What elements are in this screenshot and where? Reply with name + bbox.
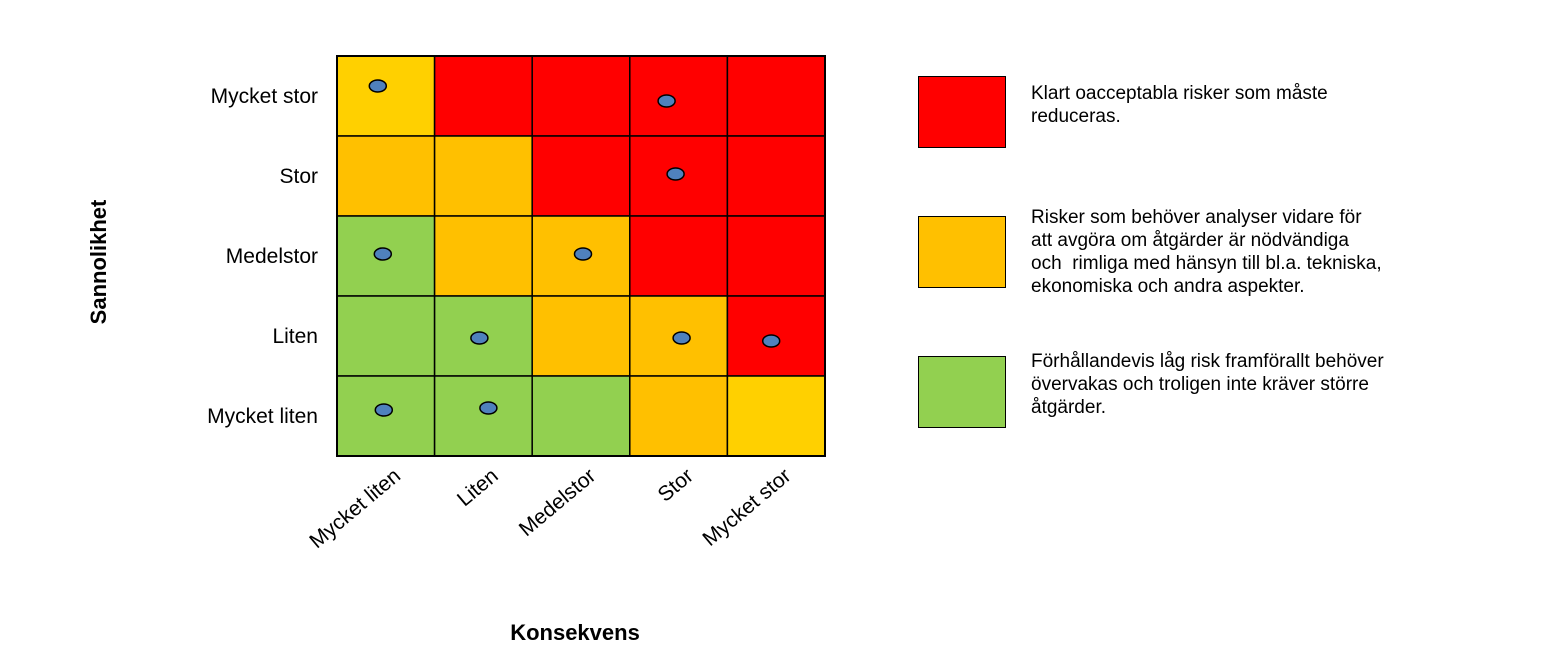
y-tick-label-liten: Liten	[272, 325, 318, 348]
y-axis-title: Sannolikhet	[86, 199, 111, 324]
matrix-cell-r4-c4	[726, 375, 826, 457]
matrix-cell-r1-c1	[433, 135, 533, 217]
legend-text-analyse: Risker som behöver analyser vidare för a…	[1031, 207, 1382, 297]
y-tick-label-stor: Stor	[279, 165, 318, 188]
risk-marker-8	[761, 334, 781, 348]
legend-swatch-unacceptable	[918, 76, 1006, 148]
risk-marker-7	[672, 331, 691, 345]
x-tick-label-medelstor: Medelstor	[515, 464, 600, 541]
matrix-cell-r2-c3	[629, 215, 729, 297]
matrix-cell-r0-c3	[629, 55, 729, 137]
matrix-cell-r1-c4	[726, 135, 826, 217]
x-tick-label-mycket-liten: Mycket liten	[305, 464, 405, 553]
risk-marker-3	[666, 167, 685, 181]
matrix-cell-r0-c2	[531, 55, 631, 137]
risk-marker-9	[374, 403, 394, 417]
y-tick-label-medelstor: Medelstor	[226, 245, 318, 268]
matrix-cell-r3-c0	[336, 295, 436, 377]
x-tick-label-mycket-stor: Mycket stor	[698, 464, 795, 551]
matrix-cell-r4-c2	[531, 375, 631, 457]
risk-marker-2	[657, 94, 676, 108]
x-tick-label-liten: Liten	[453, 464, 503, 511]
matrix-cell-r0-c0	[336, 55, 436, 137]
legend-swatch-low-risk	[918, 356, 1006, 428]
matrix-cell-r1-c0	[336, 135, 436, 217]
risk-marker-4	[373, 247, 393, 261]
x-tick-labels: Mycket liten Liten Medelstor Stor Mycket sto…	[305, 464, 795, 553]
risk-marker-5	[573, 247, 593, 261]
x-axis-title: Konsekvens	[510, 620, 640, 645]
legend-swatch-analyse	[918, 216, 1006, 288]
matrix-cells	[336, 55, 826, 457]
y-tick-label-mycket-stor: Mycket stor	[211, 85, 318, 108]
risk-markers	[368, 79, 781, 417]
x-tick-label-stor: Stor	[654, 464, 698, 506]
matrix-cell-r4-c1	[433, 375, 533, 457]
matrix-cell-r2-c4	[726, 215, 826, 297]
risk-marker-1	[368, 79, 388, 93]
matrix-cell-r1-c2	[531, 135, 631, 217]
matrix-cell-r2-c1	[433, 215, 533, 297]
matrix-cell-r4-c3	[629, 375, 729, 457]
matrix-cell-r0-c1	[433, 55, 533, 137]
legend-text-unacceptable: Klart oacceptabla risker som måste reduc…	[1031, 83, 1328, 127]
matrix-border	[336, 55, 826, 457]
risk-marker-10	[479, 401, 498, 415]
y-tick-label-mycket-liten: Mycket liten	[207, 405, 318, 428]
risk-marker-6	[470, 331, 489, 345]
legend-text-low-risk: Förhållandevis låg risk framförallt behö…	[1031, 351, 1384, 418]
matrix-cell-r3-c2	[531, 295, 631, 377]
matrix-cell-r0-c4	[726, 55, 826, 137]
y-tick-labels: Mycket stor Stor Medelstor Liten Mycket lite…	[207, 85, 318, 428]
